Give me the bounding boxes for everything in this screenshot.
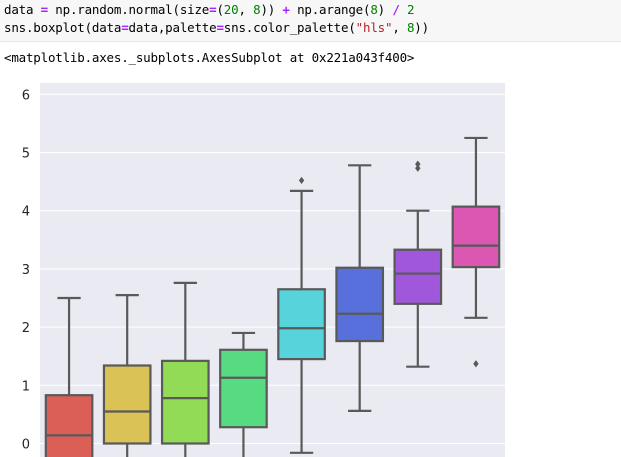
y-tick-label: 6 [22,88,30,103]
code-line-2: sns.boxplot(data=data,palette=sns.color_… [4,20,429,35]
box [44,394,94,457]
y-tick-label: 4 [22,205,30,220]
box [277,288,326,361]
y-tick-label: 3 [22,263,30,278]
box [335,266,385,343]
box [393,248,443,305]
y-tick-label: 5 [22,147,30,162]
box [451,205,501,269]
box [102,364,152,445]
code-cell[interactable]: data = np.random.normal(size=(20, 8)) + … [0,0,621,42]
y-tick-label: 1 [22,379,30,394]
y-tick-label: 2 [22,321,30,336]
box [219,348,268,429]
output-text: <matplotlib.axes._subplots.AxesSubplot a… [4,50,415,65]
outlier-point [298,176,305,185]
code-line-1: data = np.random.normal(size=(20, 8)) + … [4,2,415,17]
y-tick-label: 0 [22,438,30,453]
outlier-point [415,160,421,168]
outlier-point [415,164,421,172]
box [160,359,210,445]
outlier-point [473,360,479,368]
